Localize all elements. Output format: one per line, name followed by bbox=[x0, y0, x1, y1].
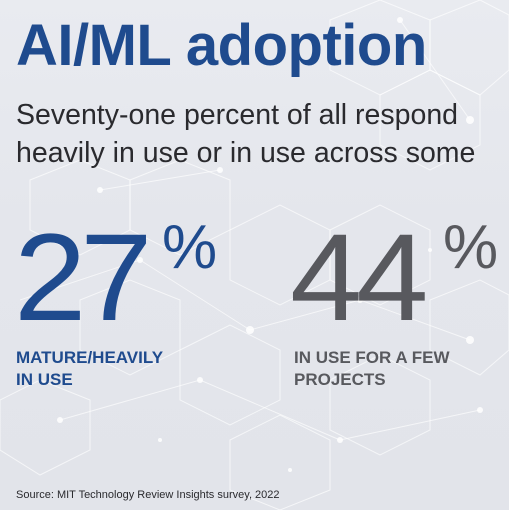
source-note: Source: MIT Technology Review Insights s… bbox=[16, 489, 280, 501]
page-title: AI/ML adoption bbox=[16, 13, 427, 78]
subtitle-line-2: heavily in use or in use across some bbox=[16, 137, 476, 169]
stat-mature-label: MATURE/HEAVILY IN USE bbox=[16, 347, 216, 391]
subtitle-line-1: Seventy-one percent of all respond bbox=[16, 99, 459, 131]
stat-in-use-value: 44 bbox=[290, 209, 429, 347]
stat-in-use-label: IN USE FOR A FEW PROJECTS bbox=[294, 347, 494, 391]
stat-in-use-label-line-2: PROJECTS bbox=[294, 370, 386, 389]
stat-mature-percent-sign: % bbox=[162, 213, 218, 282]
stat-mature-label-line-1: MATURE/HEAVILY bbox=[16, 348, 164, 367]
stat-in-use-percent-sign: % bbox=[443, 213, 499, 282]
stat-mature-value: 27 bbox=[14, 209, 153, 347]
stat-mature-label-line-2: IN USE bbox=[16, 370, 73, 389]
stat-in-use-label-line-1: IN USE FOR A FEW bbox=[294, 348, 450, 367]
